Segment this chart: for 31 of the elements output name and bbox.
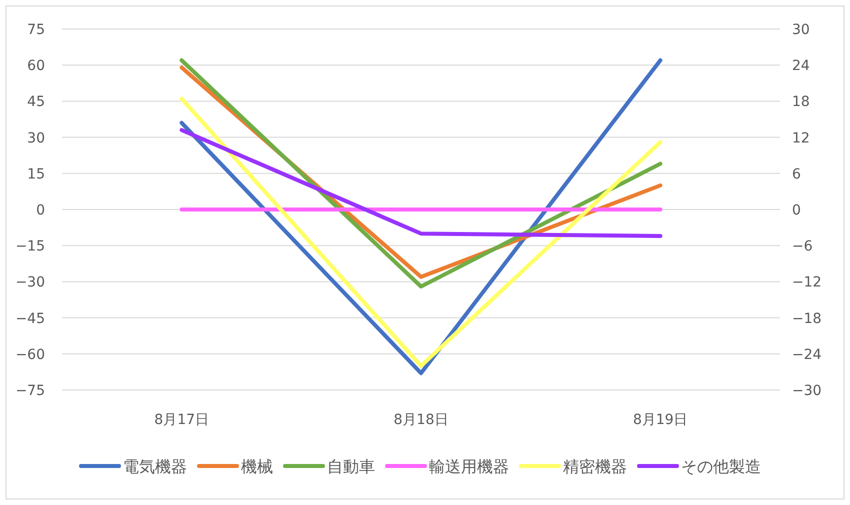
legend-label: 精密機器	[563, 457, 627, 476]
y2-tick-label: −30	[792, 383, 822, 399]
y-tick-label: 45	[27, 94, 45, 110]
legend-label: 輸送用機器	[429, 457, 509, 476]
y-tick-label: 30	[27, 130, 45, 146]
y2-tick-label: 30	[792, 22, 810, 38]
y-tick-label: 15	[27, 166, 45, 182]
legend-label: 自動車	[327, 457, 375, 476]
y2-tick-label: −24	[792, 346, 822, 363]
y-tick-label: 60	[27, 58, 45, 74]
y-tick-label: 75	[27, 22, 45, 38]
y2-tick-label: −12	[792, 274, 822, 291]
legend-label: 電気機器	[123, 457, 187, 476]
y2-tick-label: 24	[792, 58, 810, 74]
y-tick-label: −45	[15, 310, 45, 327]
y-tick-label: −15	[15, 238, 45, 255]
y-tick-label: 0	[36, 202, 45, 218]
x-tick-label: 8月18日	[394, 412, 448, 428]
y-tick-label: −75	[15, 383, 45, 399]
y2-tick-label: 6	[792, 166, 801, 182]
y-tick-label: −30	[15, 274, 45, 291]
legend-label: 機械	[241, 457, 273, 476]
y2-tick-label: 12	[792, 130, 810, 146]
y2-tick-label: 18	[792, 94, 810, 110]
x-tick-label: 8月19日	[632, 412, 688, 428]
y2-tick-label: 0	[792, 202, 801, 218]
legend-label: その他製造	[681, 457, 761, 476]
x-tick-label: 8月17日	[154, 412, 210, 428]
y2-tick-label: −18	[792, 310, 822, 327]
y-tick-label: −60	[15, 346, 45, 363]
y2-tick-label: −6	[792, 238, 813, 255]
